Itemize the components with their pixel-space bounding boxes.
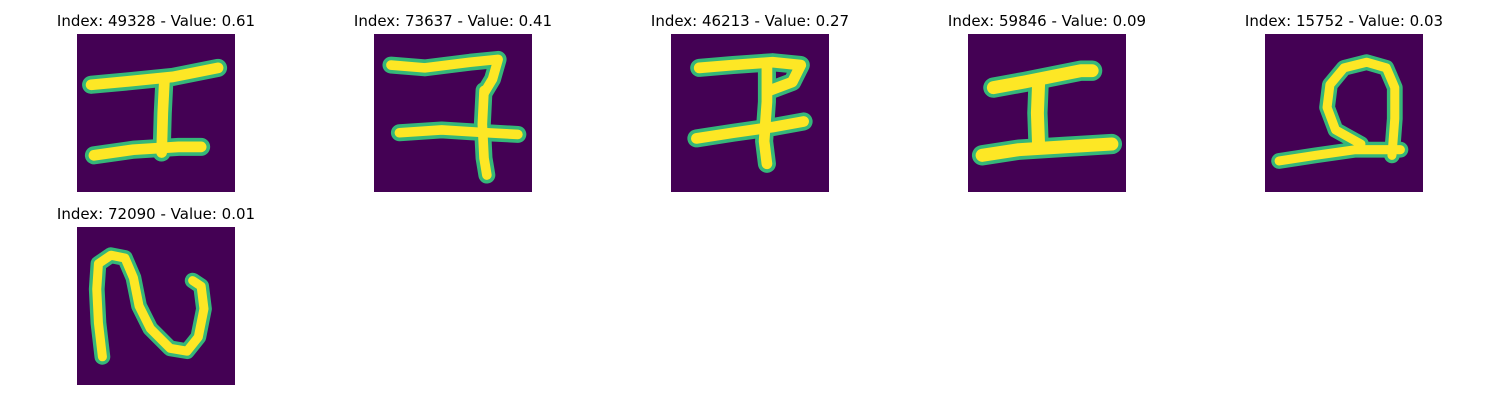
image-panel-2: Index: 73637 - Value: 0.41	[333, 0, 573, 192]
image-panel-3: Index: 46213 - Value: 0.27	[630, 0, 870, 192]
panel-title-6: Index: 72090 - Value: 0.01	[56, 205, 256, 223]
glyph-image-6	[77, 227, 235, 385]
panel-title-1: Index: 49328 - Value: 0.61	[56, 12, 256, 30]
glyph-image-4	[968, 34, 1126, 192]
image-panel-4: Index: 59846 - Value: 0.09	[927, 0, 1167, 192]
panel-title-3: Index: 46213 - Value: 0.27	[650, 12, 850, 30]
glyph-image-1	[77, 34, 235, 192]
glyph-image-2	[374, 34, 532, 192]
panel-title-2: Index: 73637 - Value: 0.41	[353, 12, 553, 30]
image-panel-1: Index: 49328 - Value: 0.61	[36, 0, 276, 192]
image-panel-6: Index: 72090 - Value: 0.01	[36, 193, 276, 385]
panel-title-5: Index: 15752 - Value: 0.03	[1244, 12, 1444, 30]
glyph-image-5	[1265, 34, 1423, 192]
glyph-image-3	[671, 34, 829, 192]
image-panel-5: Index: 15752 - Value: 0.03	[1224, 0, 1464, 192]
panel-title-4: Index: 59846 - Value: 0.09	[947, 12, 1147, 30]
